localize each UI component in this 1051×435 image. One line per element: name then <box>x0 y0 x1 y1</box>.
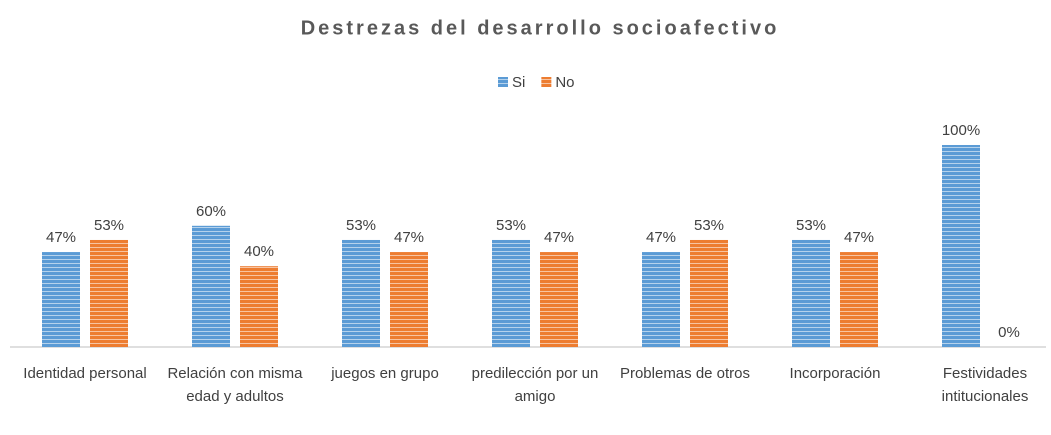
legend-label: Si <box>512 74 525 91</box>
data-label: 47% <box>46 229 76 246</box>
x-tick-label: Incorporación <box>789 365 881 382</box>
bar <box>492 239 530 347</box>
x-tick-label: Identidad personal <box>23 365 147 382</box>
bar <box>792 239 830 347</box>
bar <box>942 145 980 347</box>
data-label: 53% <box>346 217 376 234</box>
data-label: 0% <box>998 324 1020 341</box>
bar <box>642 252 680 347</box>
data-label: 47% <box>646 229 676 246</box>
bar <box>690 239 728 347</box>
data-label: 53% <box>94 217 124 234</box>
data-label: 47% <box>394 229 424 246</box>
x-tick-label: juegos en grupo <box>331 365 439 382</box>
bar <box>390 252 428 347</box>
data-label: 53% <box>796 217 826 234</box>
data-label: 100% <box>942 122 980 139</box>
x-tick-label: Festividades intitucionales <box>941 365 1029 405</box>
data-label: 60% <box>196 203 226 220</box>
bar <box>90 239 128 347</box>
data-label: 53% <box>694 217 724 234</box>
data-label: 47% <box>844 229 874 246</box>
bar <box>840 252 878 347</box>
chart-title: Destrezas del desarrollo socioafectivo <box>301 17 780 39</box>
legend-swatch <box>541 77 552 87</box>
x-tick-label: Relación con misma edad y adultos <box>167 365 303 405</box>
data-label: 47% <box>544 229 574 246</box>
bar <box>240 266 278 347</box>
bar <box>540 252 578 347</box>
bar <box>342 239 380 347</box>
legend-swatch <box>498 77 508 87</box>
x-tick-label: Problemas de otros <box>619 365 751 382</box>
x-tick-label: predilección por un amigo <box>471 365 599 405</box>
legend-label: No <box>555 74 574 91</box>
bar <box>42 252 80 347</box>
data-label: 40% <box>244 243 274 260</box>
bar <box>192 225 230 347</box>
data-label: 53% <box>496 217 526 234</box>
